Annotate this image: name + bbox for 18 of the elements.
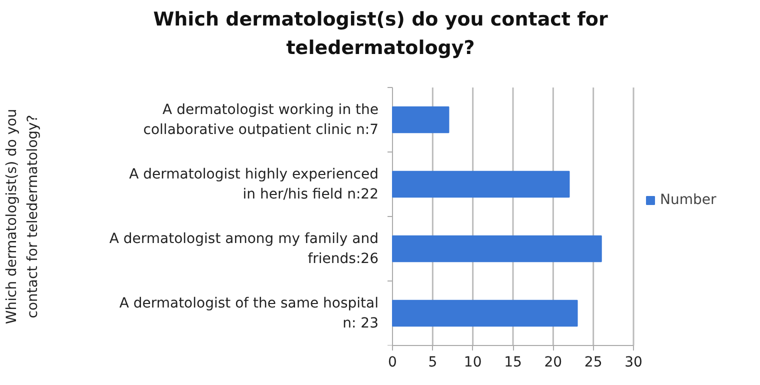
x-tick-label: 0 (388, 354, 397, 370)
bar (392, 106, 450, 134)
x-tick-label: 5 (428, 354, 438, 370)
text: Which dermatologist(s) do you contact for teledermatology? (4, 108, 41, 324)
y-tick-label: A dermatologist highly experienced in her/his field n:22 (129, 166, 379, 202)
y-tick-label: A dermatologist among my family and friends:26 (109, 230, 379, 267)
x-tick-label: 25 (584, 354, 602, 370)
y-tick-label: A dermatologist working in the collaborative outpatient clinic n:7 (143, 102, 379, 138)
x-tick-label: 20 (544, 354, 562, 370)
x-tick-label: 15 (504, 354, 522, 370)
y-axis-title: Which dermatologist(s) do you contact for teledermatology? (153, 8, 608, 60)
x-tick-label: 10 (464, 354, 482, 370)
x-tick-label: 30 (624, 354, 642, 370)
bar (392, 235, 602, 262)
legend-label: Number (660, 192, 716, 208)
bar (392, 170, 570, 198)
y-tick-label: A dermatologist of the same hospital n: 23 (119, 295, 379, 332)
bar (392, 300, 578, 327)
